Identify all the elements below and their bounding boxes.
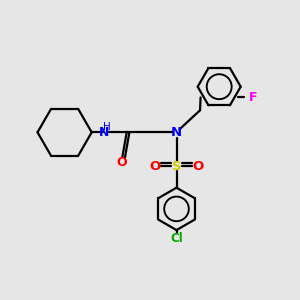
Text: N: N — [171, 126, 182, 139]
Text: Cl: Cl — [170, 232, 183, 245]
Text: N: N — [99, 126, 110, 139]
Text: O: O — [192, 160, 203, 173]
Text: H: H — [103, 122, 111, 132]
Text: O: O — [150, 160, 161, 173]
Text: O: O — [116, 156, 127, 169]
Text: F: F — [249, 91, 257, 104]
Text: S: S — [172, 160, 181, 173]
